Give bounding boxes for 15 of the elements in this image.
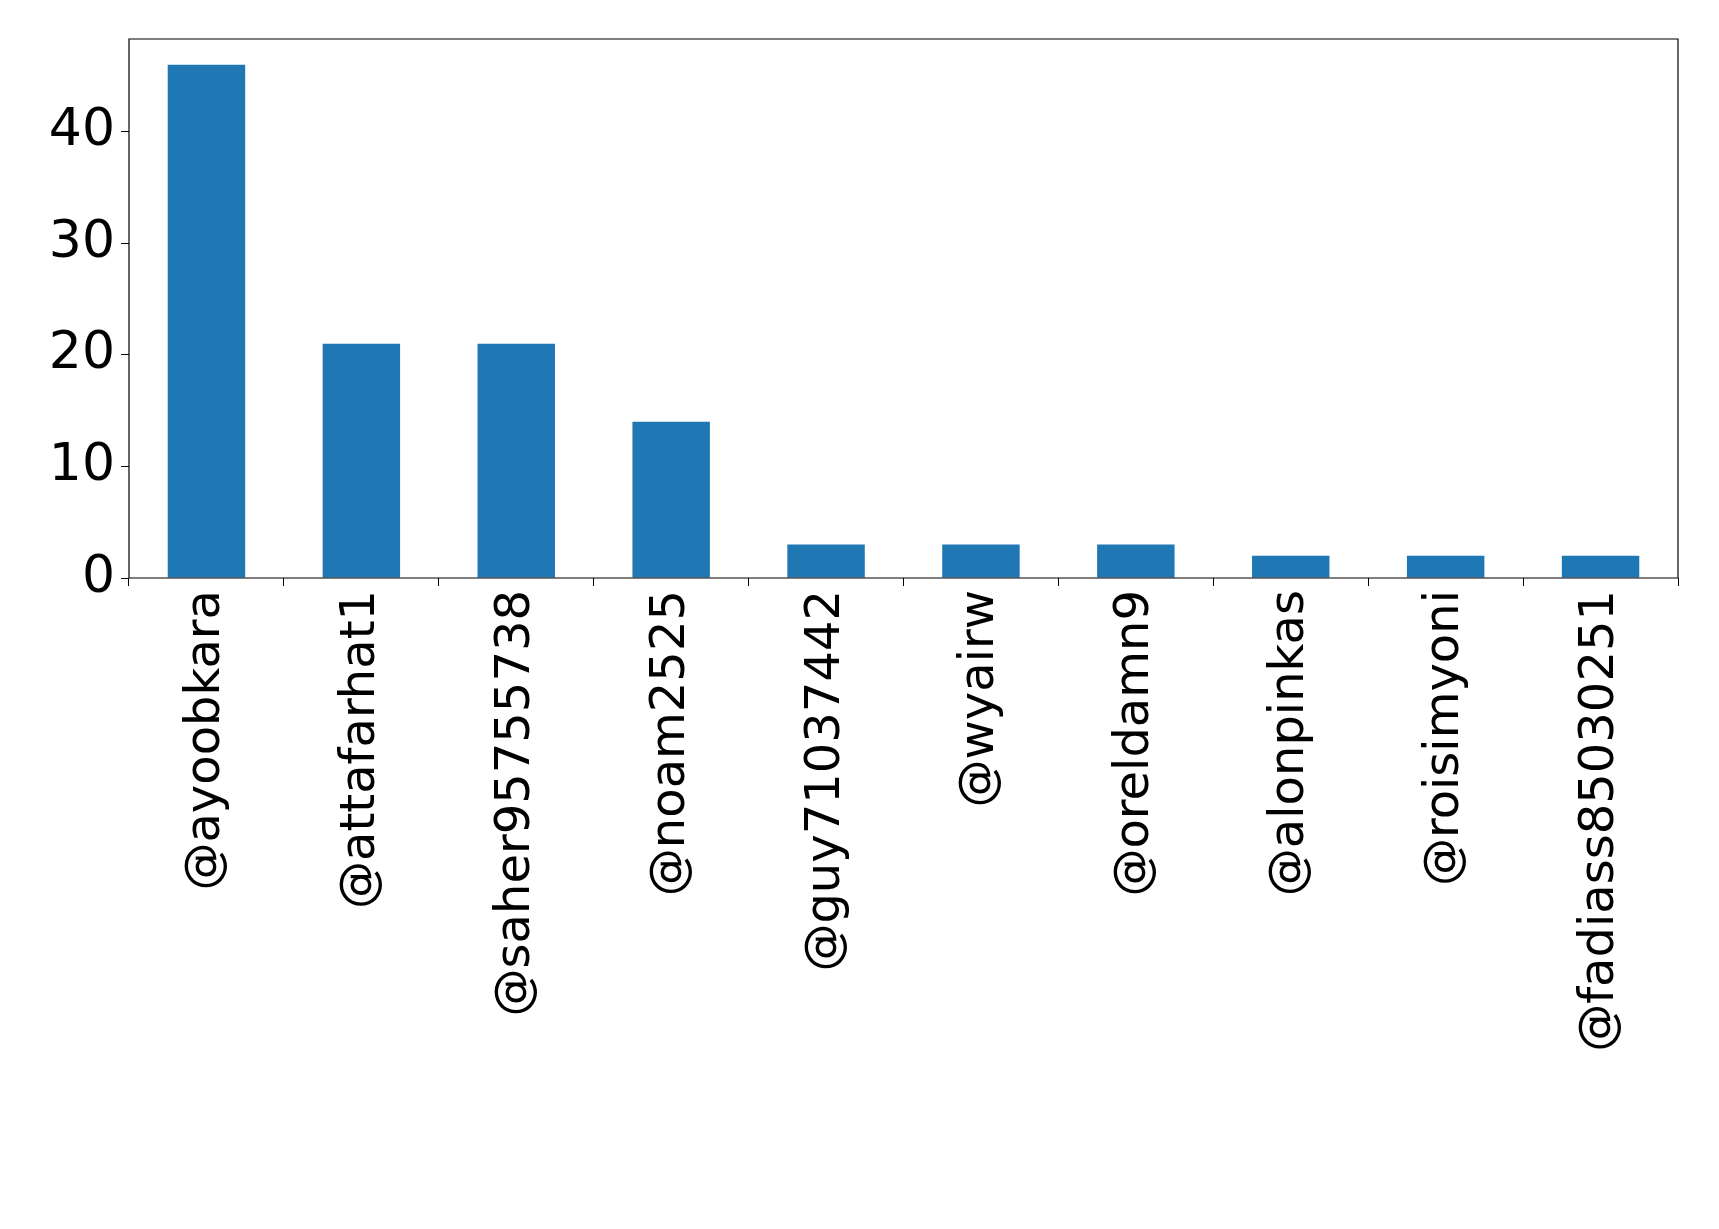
x-tick-label: @roisimyoni	[1413, 590, 1470, 887]
y-tick-label: 0	[81, 543, 115, 604]
x-tick-label: @wyairw	[948, 590, 1005, 808]
x-tick-label: @guy71037442	[793, 590, 850, 972]
x-tick-label: @noam2525	[638, 590, 695, 897]
x-tick-label: @fadiass85030251	[1568, 590, 1625, 1052]
y-tick-label: 20	[48, 320, 115, 381]
x-tick-label: @saher95755738	[483, 590, 540, 1017]
y-tick-label: 40	[48, 97, 115, 158]
y-tick-label: 30	[48, 208, 115, 269]
x-tick-label: @ayoobkara	[173, 590, 230, 891]
x-tick-label: @alonpinkas	[1258, 590, 1315, 897]
x-tick-label: @oreldamn9	[1103, 590, 1160, 897]
x-tick-label: @attafarhat1	[328, 590, 385, 909]
y-tick-label: 10	[48, 431, 115, 492]
